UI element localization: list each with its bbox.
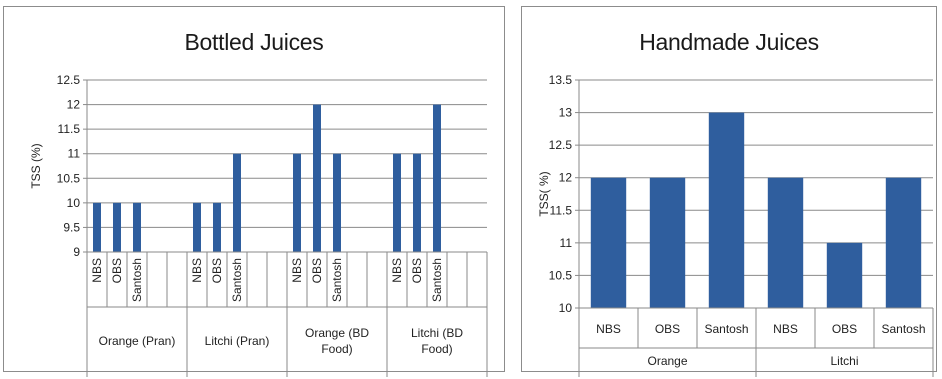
bottled-juices-chart: 9 9.5 10 10.5 11 11.5 12 12.5 TSS (%) NBS OBS Santo… bbox=[29, 73, 488, 377]
bar bbox=[113, 202, 121, 252]
bar bbox=[767, 177, 804, 308]
chart-title: Bottled Juices bbox=[184, 29, 324, 55]
category-label: NBS bbox=[773, 322, 798, 336]
bar bbox=[393, 153, 401, 252]
y-tick-label: 13 bbox=[559, 106, 573, 120]
category-label: OBS bbox=[655, 322, 680, 336]
category-label: NBS bbox=[390, 258, 404, 283]
handmade-juices-chart-panel: Handmade Juices 10 10.5 11 11.5 12 12.5 13 13.5… bbox=[521, 6, 937, 377]
bar bbox=[193, 202, 201, 252]
bar bbox=[826, 242, 863, 308]
bar bbox=[333, 153, 341, 252]
y-tick-label: 9 bbox=[73, 245, 80, 259]
y-tick-label: 11.5 bbox=[550, 203, 573, 217]
y-axis-label: TSS (%) bbox=[29, 143, 43, 188]
category-label: OBS bbox=[832, 322, 857, 336]
y-tick-label: 11 bbox=[68, 147, 81, 161]
category-label: Santosh bbox=[704, 322, 748, 336]
category-label: OBS bbox=[210, 258, 224, 283]
y-tick-label: 13.5 bbox=[549, 73, 573, 87]
category-label: NBS bbox=[596, 322, 621, 336]
y-tick-label: 11 bbox=[560, 236, 573, 250]
bottled-juices-chart-panel: Bottled Juices 9 9.5 10 10.5 11 11.5 12 12.5 TSS… bbox=[3, 6, 505, 377]
y-tick-label: 12 bbox=[67, 98, 81, 112]
bar bbox=[213, 202, 221, 252]
bar bbox=[133, 202, 141, 252]
y-tick-label: 10.5 bbox=[57, 171, 81, 185]
category-label: OBS bbox=[310, 258, 324, 283]
y-tick-label: 12.5 bbox=[57, 73, 81, 87]
category-label: OBS bbox=[110, 258, 124, 283]
bar bbox=[649, 177, 686, 308]
category-label: Santosh bbox=[230, 258, 244, 302]
bar bbox=[233, 153, 241, 252]
bar bbox=[590, 177, 627, 308]
handmade-juices-chart: 10 10.5 11 11.5 12 12.5 13 13.5 TSS( %) NBS OBS San… bbox=[537, 73, 934, 377]
group-label: Orange (BD Food) bbox=[305, 326, 369, 356]
y-tick-label: 10 bbox=[67, 196, 81, 210]
category-label: NBS bbox=[90, 258, 104, 283]
group-label: Orange bbox=[647, 354, 687, 368]
bar bbox=[313, 104, 321, 252]
group-label: Litchi bbox=[830, 354, 858, 368]
category-label: Santosh bbox=[330, 258, 344, 302]
y-tick-label: 12.5 bbox=[549, 138, 573, 152]
bar bbox=[293, 153, 301, 252]
bar bbox=[93, 202, 101, 252]
group-label: Orange (Pran) bbox=[99, 334, 176, 348]
category-label: Santosh bbox=[430, 258, 444, 302]
category-label: Santosh bbox=[130, 258, 144, 302]
y-tick-label: 10.5 bbox=[549, 268, 573, 282]
category-label: NBS bbox=[290, 258, 304, 283]
y-tick-label: 12 bbox=[559, 171, 573, 185]
bar bbox=[885, 177, 922, 308]
bar bbox=[413, 153, 421, 252]
category-label: OBS bbox=[410, 258, 424, 283]
group-label: Litchi (Pran) bbox=[205, 334, 270, 348]
chart-title: Handmade Juices bbox=[639, 29, 819, 55]
category-label: NBS bbox=[190, 258, 204, 283]
y-tick-label: 11.5 bbox=[58, 122, 81, 136]
bar bbox=[433, 104, 441, 252]
bar bbox=[708, 112, 745, 308]
y-tick-label: 9.5 bbox=[63, 220, 80, 234]
y-tick-label: 10 bbox=[559, 301, 573, 315]
y-axis-label: TSS( %) bbox=[537, 171, 551, 216]
category-label: Santosh bbox=[881, 322, 925, 336]
group-label: Litchi (BD Food) bbox=[411, 326, 463, 356]
